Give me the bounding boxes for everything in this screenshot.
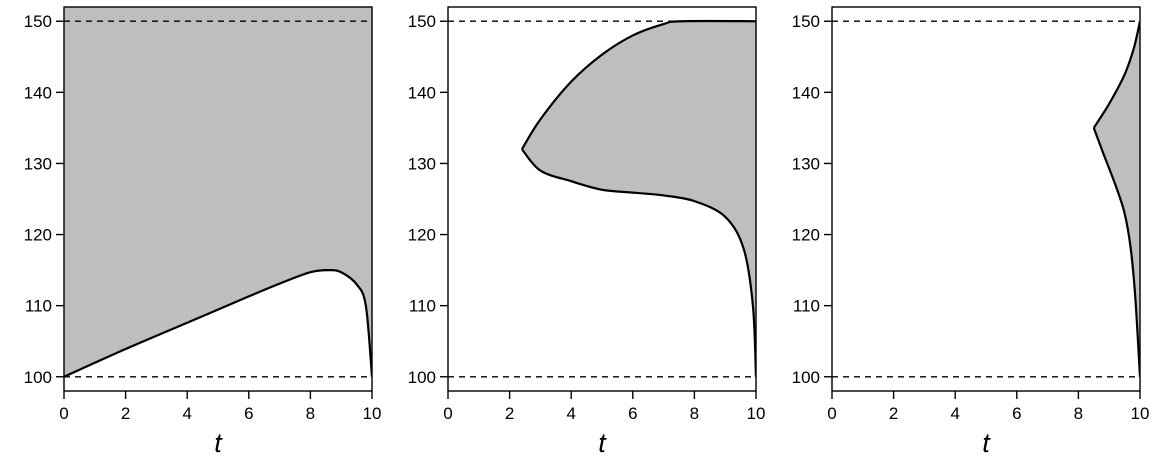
- x-tick-label: 6: [1012, 404, 1021, 423]
- x-axis-title: t: [982, 428, 991, 458]
- x-tick-label: 4: [950, 404, 959, 423]
- y-tick-label: 110: [25, 297, 52, 316]
- panel-1: 0 2 4 6 8 10 100 110 120 130 140 150 t: [24, 6, 382, 458]
- y-tick-label: 100: [408, 368, 436, 387]
- x-tick-label: 10: [1131, 404, 1150, 423]
- x-tick-label: 2: [889, 404, 898, 423]
- y-tick-label: 120: [792, 226, 820, 245]
- plot-area: [64, 7, 372, 378]
- x-tick-label: 8: [306, 404, 315, 423]
- y-tick-label: 140: [792, 83, 820, 102]
- shaded-region: [521, 21, 756, 377]
- y-tick-label: 130: [792, 154, 820, 173]
- x-tick-label: 0: [443, 404, 452, 423]
- plot-frame: [447, 6, 757, 392]
- y-tick-label: 150: [792, 12, 820, 31]
- boundary-curve: [520, 19, 756, 150]
- x-tick-label: 4: [566, 404, 575, 423]
- y-tick-label: 110: [409, 297, 436, 316]
- x-tick-label: 2: [121, 404, 130, 423]
- x-axis-title: t: [598, 428, 607, 458]
- y-tick-label: 150: [24, 12, 52, 31]
- x-tick-label: 2: [505, 404, 514, 423]
- x-tick-label: 10: [747, 404, 766, 423]
- x-tick-label: 0: [59, 404, 68, 423]
- boundary-curve: [1092, 20, 1140, 129]
- x-tick-label: 4: [182, 404, 191, 423]
- x-tick-label: 6: [628, 404, 637, 423]
- y-tick-label: 110: [793, 297, 820, 316]
- y-tick-label: 150: [408, 12, 436, 31]
- shaded-region: [1093, 21, 1140, 377]
- x-tick-label: 8: [1074, 404, 1083, 423]
- shaded-region: [64, 7, 372, 377]
- y-tick-label: 120: [408, 226, 436, 245]
- y-tick-label: 100: [792, 368, 820, 387]
- x-tick-label: 10: [363, 404, 382, 423]
- plot-area: [448, 19, 756, 378]
- plot-frame: [831, 6, 1141, 392]
- boundary-curve: [1092, 127, 1140, 377]
- x-tick-label: 0: [827, 404, 836, 423]
- y-tick-label: 140: [408, 83, 436, 102]
- x-tick-label: 8: [690, 404, 699, 423]
- y-tick-label: 130: [24, 154, 52, 173]
- y-tick-label: 140: [24, 83, 52, 102]
- x-tick-label: 6: [244, 404, 253, 423]
- plot-area: [832, 20, 1140, 378]
- y-tick-label: 100: [24, 368, 52, 387]
- panel-3: 0 2 4 6 8 10 100 110 120 130 140 150 t: [792, 6, 1150, 458]
- x-axis-title: t: [214, 428, 223, 458]
- y-tick-label: 130: [408, 154, 436, 173]
- panel-2: 0 2 4 6 8 10 100 110 120 130 140 150 t: [408, 6, 766, 458]
- y-tick-label: 120: [24, 226, 52, 245]
- boundary-curve: [64, 269, 372, 378]
- plot-frame: [63, 6, 373, 392]
- boundary-curve: [521, 148, 756, 377]
